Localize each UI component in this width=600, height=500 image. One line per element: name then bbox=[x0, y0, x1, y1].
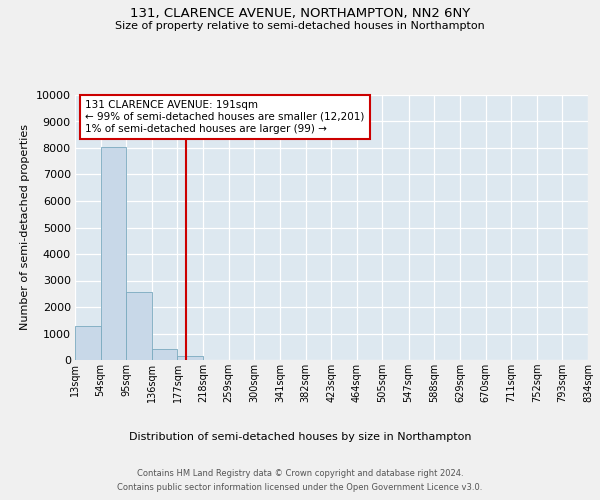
Text: Contains public sector information licensed under the Open Government Licence v3: Contains public sector information licen… bbox=[118, 482, 482, 492]
Bar bbox=[178, 356, 203, 360]
Text: 131, CLARENCE AVENUE, NORTHAMPTON, NN2 6NY: 131, CLARENCE AVENUE, NORTHAMPTON, NN2 6… bbox=[130, 8, 470, 20]
Text: Contains HM Land Registry data © Crown copyright and database right 2024.: Contains HM Land Registry data © Crown c… bbox=[137, 469, 463, 478]
Y-axis label: Number of semi-detached properties: Number of semi-detached properties bbox=[20, 124, 30, 330]
Text: 131 CLARENCE AVENUE: 191sqm
← 99% of semi-detached houses are smaller (12,201)
1: 131 CLARENCE AVENUE: 191sqm ← 99% of sem… bbox=[85, 100, 365, 134]
Bar bbox=[75, 326, 101, 360]
Bar bbox=[126, 292, 152, 360]
Bar bbox=[101, 146, 126, 360]
Bar bbox=[152, 350, 178, 360]
Text: Size of property relative to semi-detached houses in Northampton: Size of property relative to semi-detach… bbox=[115, 21, 485, 31]
Text: Distribution of semi-detached houses by size in Northampton: Distribution of semi-detached houses by … bbox=[129, 432, 471, 442]
